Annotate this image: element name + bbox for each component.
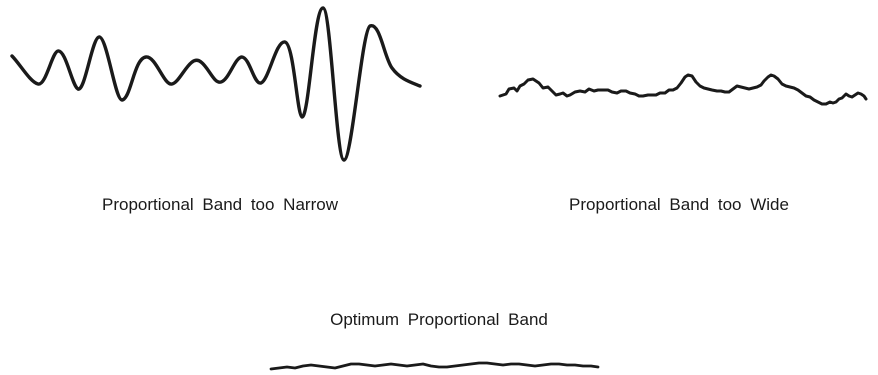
wide-band-caption: Proportional Band too Wide xyxy=(569,195,789,214)
narrow-band-caption: Proportional Band too Narrow xyxy=(102,195,338,214)
stable-response-curve xyxy=(269,361,600,371)
sluggish-response-curve xyxy=(498,73,868,106)
optimum-band-caption: Optimum Proportional Band xyxy=(330,310,548,329)
oscillating-response-curve xyxy=(10,6,422,162)
